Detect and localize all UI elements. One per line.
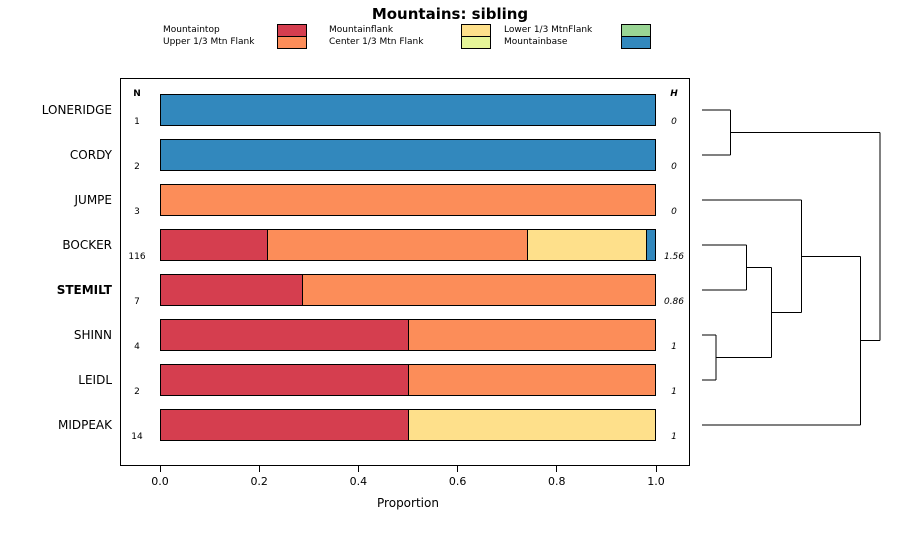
row-label: LONERIDGE xyxy=(41,103,112,117)
legend-label: Mountaintop xyxy=(163,25,220,35)
legend-label: Center 1/3 Mtn Flank xyxy=(329,37,424,47)
x-axis-label: Proportion xyxy=(377,496,439,510)
stacked-bar xyxy=(160,364,656,396)
h-column-header: H xyxy=(670,89,678,99)
legend-swatch xyxy=(461,36,491,49)
legend-swatch xyxy=(621,36,651,49)
bar-segment xyxy=(161,230,268,260)
stacked-bar xyxy=(160,409,656,441)
legend-label: Mountainflank xyxy=(329,25,394,35)
legend-label: Upper 1/3 Mtn Flank xyxy=(163,37,255,47)
x-tick xyxy=(159,466,161,472)
stacked-bar xyxy=(160,94,656,126)
n-value: 14 xyxy=(131,432,143,442)
x-tick xyxy=(457,466,459,472)
row-label: LEIDL xyxy=(78,373,112,387)
row-label: STEMILT xyxy=(56,283,112,297)
bar-segment xyxy=(161,185,655,215)
row-label: JUMPE xyxy=(74,193,113,207)
legend-label: Mountainbase xyxy=(504,37,568,47)
bar-segment xyxy=(161,365,408,395)
n-value: 1 xyxy=(134,117,140,127)
chart-title: Mountains: sibling xyxy=(371,5,529,23)
legend-label: Lower 1/3 MtnFlank xyxy=(504,25,593,35)
stacked-bar xyxy=(160,139,656,171)
x-tick-label: 0.8 xyxy=(548,475,566,488)
bar-segment xyxy=(161,140,655,170)
h-value: 1 xyxy=(671,432,677,442)
bar-segment xyxy=(302,275,655,305)
bar-segment xyxy=(161,275,303,305)
row-label: SHINN xyxy=(73,328,112,342)
h-value: 0 xyxy=(671,117,677,127)
bar-segment xyxy=(161,95,655,125)
stacked-bar xyxy=(160,229,656,261)
bar-segment xyxy=(408,365,655,395)
n-value: 4 xyxy=(134,342,140,352)
n-value: 3 xyxy=(134,207,140,217)
row-label: MIDPEAK xyxy=(57,418,112,432)
row-label: CORDY xyxy=(69,148,112,162)
bar-segment xyxy=(408,410,655,440)
h-value: 1 xyxy=(671,342,677,352)
h-value: 1 xyxy=(671,387,677,397)
legend-swatch xyxy=(277,36,307,49)
n-value: 2 xyxy=(134,387,140,397)
n-value: 116 xyxy=(128,252,146,262)
plot-area-border xyxy=(120,78,690,466)
h-value: 0.86 xyxy=(663,297,685,307)
n-column-header: N xyxy=(133,89,141,99)
stacked-bar xyxy=(160,319,656,351)
h-value: 1.56 xyxy=(663,252,685,262)
n-value: 7 xyxy=(134,297,140,307)
bar-segment xyxy=(161,320,408,350)
stacked-bar xyxy=(160,274,656,306)
x-tick-label: 0.2 xyxy=(250,475,268,488)
x-tick xyxy=(556,466,558,472)
h-value: 0 xyxy=(671,207,677,217)
bar-segment xyxy=(527,230,647,260)
x-tick-label: 0.4 xyxy=(349,475,368,488)
x-tick-label: 0.0 xyxy=(151,475,169,488)
x-tick xyxy=(357,466,359,472)
n-value: 2 xyxy=(134,162,140,172)
bar-segment xyxy=(646,230,655,260)
x-tick-label: 0.6 xyxy=(448,475,467,488)
h-value: 0 xyxy=(671,162,677,172)
x-tick-label: 1.0 xyxy=(647,475,665,488)
bar-segment xyxy=(161,410,408,440)
x-tick xyxy=(655,466,657,472)
stacked-bar xyxy=(160,184,656,216)
bar-segment xyxy=(267,230,528,260)
x-tick xyxy=(258,466,260,472)
row-label: BOCKER xyxy=(62,238,112,252)
bar-segment xyxy=(408,320,655,350)
